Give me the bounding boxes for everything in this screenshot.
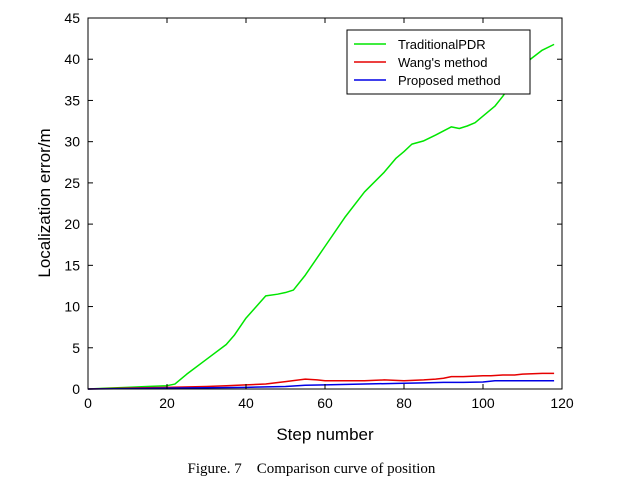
y-axis-label: Localization error/m xyxy=(35,128,54,277)
y-tick-label: 10 xyxy=(64,299,80,315)
y-tick-label: 45 xyxy=(64,10,80,26)
axis-layer: 0 20 40 60 80 100 120 0 5 10 15 20 25 30 35 40 45 xyxy=(64,10,573,411)
series-line-proposed-method xyxy=(87,380,555,390)
series-layer xyxy=(87,43,555,390)
y-tick-label: 5 xyxy=(72,340,80,356)
series-line-traditional-pdr xyxy=(87,43,555,390)
line-chart: 0 20 40 60 80 100 120 0 5 10 15 20 25 30 35 40 45 Step n… xyxy=(35,10,574,444)
series-line-wangs-method xyxy=(87,372,555,390)
figure-caption: Figure. 7 Comparison curve of position xyxy=(187,461,436,477)
legend-label-wangs-method: Wang's method xyxy=(398,55,487,70)
x-tick-label: 100 xyxy=(471,395,495,411)
legend: TraditionalPDR Wang's method Proposed me… xyxy=(346,29,531,95)
y-tick-label: 25 xyxy=(64,175,80,191)
y-tick-label: 0 xyxy=(72,381,80,397)
y-tick-label: 20 xyxy=(64,216,80,232)
x-tick-label: 40 xyxy=(238,395,254,411)
x-tick-label: 120 xyxy=(550,395,574,411)
legend-label-proposed-method: Proposed method xyxy=(398,73,501,88)
x-tick-label: 80 xyxy=(396,395,412,411)
x-tick-label: 0 xyxy=(84,395,92,411)
y-tick-label: 40 xyxy=(64,51,80,67)
legend-label-traditional-pdr: TraditionalPDR xyxy=(398,37,486,52)
y-tick-label: 30 xyxy=(64,134,80,150)
y-tick-label: 15 xyxy=(64,257,80,273)
y-tick-label: 35 xyxy=(64,92,80,108)
x-axis-label: Step number xyxy=(276,425,374,444)
x-tick-label: 60 xyxy=(317,395,333,411)
x-tick-label: 20 xyxy=(159,395,175,411)
